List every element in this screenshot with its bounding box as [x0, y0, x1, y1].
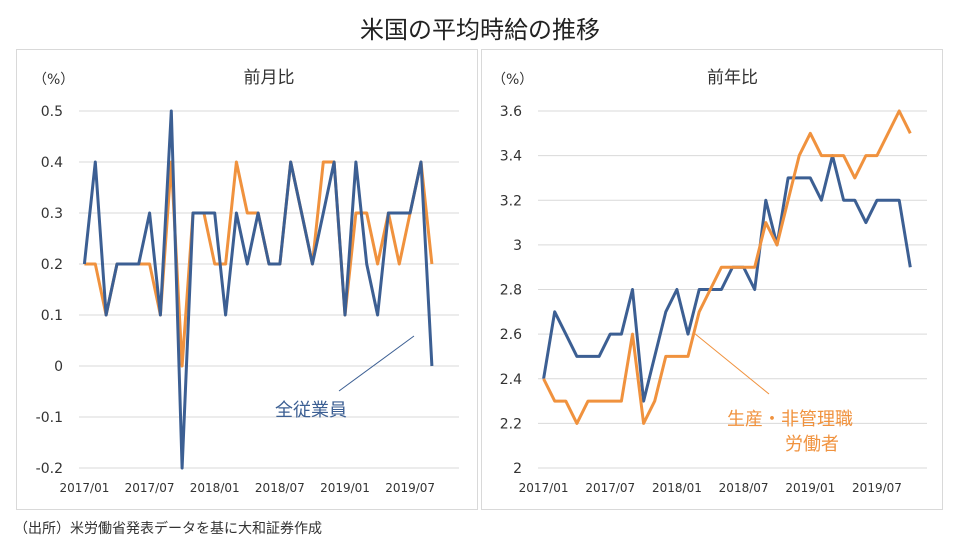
series-line-all-employees: [82, 109, 434, 470]
mom-chart-panel: 前月比 （%） 0.5 0.4 0.3 0.2 0.1 0 -0.1 -0.2 2017/01 201…: [16, 49, 478, 510]
annotation-label: 労働者: [785, 434, 839, 455]
y-tick-label: 3: [513, 238, 522, 254]
x-tick-label: 2017/07: [125, 481, 175, 495]
y-tick-label: 0.5: [41, 104, 63, 120]
yoy-chart-panel: 前年比 （%） 3.6 3.4 3.2 3 2.8 2.6 2.4 2.2 2 2017/01 2017…: [481, 49, 943, 510]
x-tick-label: 2019/01: [785, 481, 835, 495]
y-tick-label: -0.2: [36, 461, 63, 477]
x-tick-label: 2018/07: [719, 481, 769, 495]
x-tick-label: 2017/01: [519, 481, 569, 495]
yoy-line-chart: 前年比 （%） 3.6 3.4 3.2 3 2.8 2.6 2.4 2.2 2 2017/01 2017…: [492, 68, 927, 495]
chart-title: 前月比: [244, 68, 295, 88]
series-line-production-workers: [542, 109, 912, 425]
y-axis-unit-label: （%）: [33, 72, 74, 88]
annotation-label: 全従業員: [275, 400, 347, 421]
mom-line-chart: 前月比 （%） 0.5 0.4 0.3 0.2 0.1 0 -0.1 -0.2 2017/01 201…: [33, 68, 459, 495]
x-tick-label: 2019/07: [385, 481, 435, 495]
y-tick-label: 0.3: [41, 206, 63, 222]
annotation-leader-line: [338, 335, 415, 392]
y-tick-label: 2.2: [500, 416, 522, 432]
x-tick-label: 2017/01: [59, 481, 109, 495]
y-tick-label: 0: [54, 359, 63, 375]
x-tick-label: 2019/07: [852, 481, 902, 495]
y-tick-label: 3.2: [500, 193, 522, 209]
series-line-all-employees: [542, 154, 912, 403]
y-tick-label: 2: [513, 461, 522, 477]
annotation-leader-line: [693, 332, 770, 395]
y-tick-label: 2.6: [500, 327, 522, 343]
x-tick-label: 2019/01: [320, 481, 370, 495]
chart-title: 前年比: [707, 68, 758, 88]
y-tick-label: 2.4: [500, 372, 522, 388]
y-axis-unit-label: （%）: [492, 72, 533, 88]
y-tick-label: 2.8: [500, 283, 522, 299]
x-tick-label: 2017/07: [585, 481, 635, 495]
annotation-label: 生産・非管理職: [727, 409, 853, 430]
y-tick-label: -0.1: [36, 410, 63, 426]
y-tick-label: 0.2: [41, 257, 63, 273]
x-tick-label: 2018/07: [255, 481, 305, 495]
source-note: （出所）米労働省発表データを基に大和証券作成: [14, 521, 322, 537]
x-tick-label: 2018/01: [190, 481, 240, 495]
x-tick-label: 2018/01: [652, 481, 702, 495]
y-tick-label: 3.4: [500, 149, 522, 165]
page-title: 米国の平均時給の推移: [360, 16, 600, 44]
y-tick-label: 3.6: [500, 104, 522, 120]
y-tick-label: 0.1: [41, 308, 63, 324]
y-tick-label: 0.4: [41, 155, 63, 171]
